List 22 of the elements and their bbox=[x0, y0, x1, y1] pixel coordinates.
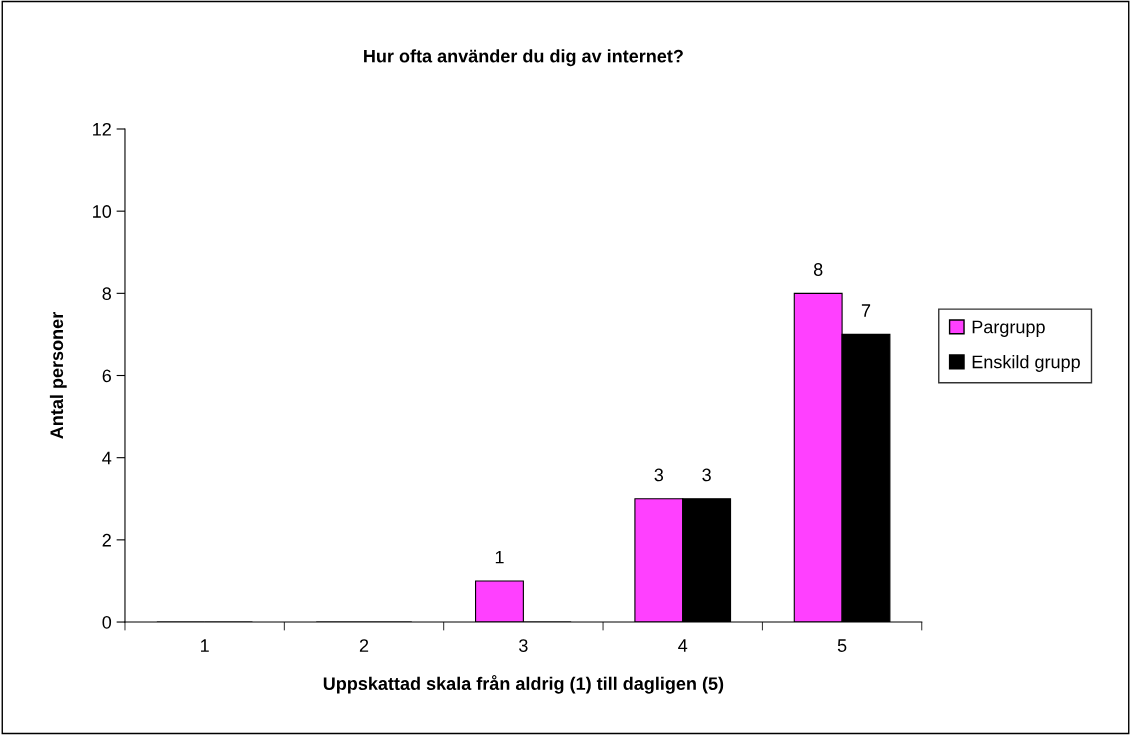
data-label: 7 bbox=[861, 304, 871, 317]
data-label: 1 bbox=[495, 550, 504, 564]
data-label: 8 bbox=[813, 263, 823, 276]
y-tick-label: 6 bbox=[102, 369, 111, 383]
chart-title: Hur ofta använder du dig av internet? bbox=[364, 49, 683, 67]
x-tick-label: 3 bbox=[519, 639, 528, 652]
x-tick-label: 5 bbox=[837, 639, 847, 652]
x-tick-label: 1 bbox=[201, 639, 209, 652]
y-tick-label: 2 bbox=[102, 533, 111, 547]
legend-label: Enskild grupp bbox=[972, 355, 1080, 372]
x-axis-title: Uppskattad skala från aldrig (1) till dagligen (5) bbox=[323, 674, 724, 694]
data-label: 3 bbox=[702, 468, 711, 482]
y-tick-label: 4 bbox=[102, 451, 112, 465]
y-tick-label: 10 bbox=[93, 205, 112, 218]
y-axis-title: Antal personer bbox=[49, 312, 67, 439]
data-label: 3 bbox=[654, 468, 664, 482]
y-tick-label: 0 bbox=[102, 615, 112, 629]
legend-label: Pargrupp bbox=[972, 320, 1045, 337]
x-tick-label: 2 bbox=[359, 639, 369, 652]
y-tick-label: 8 bbox=[102, 287, 111, 301]
x-tick-label: 4 bbox=[678, 639, 688, 652]
y-tick-label: 12 bbox=[93, 122, 111, 136]
